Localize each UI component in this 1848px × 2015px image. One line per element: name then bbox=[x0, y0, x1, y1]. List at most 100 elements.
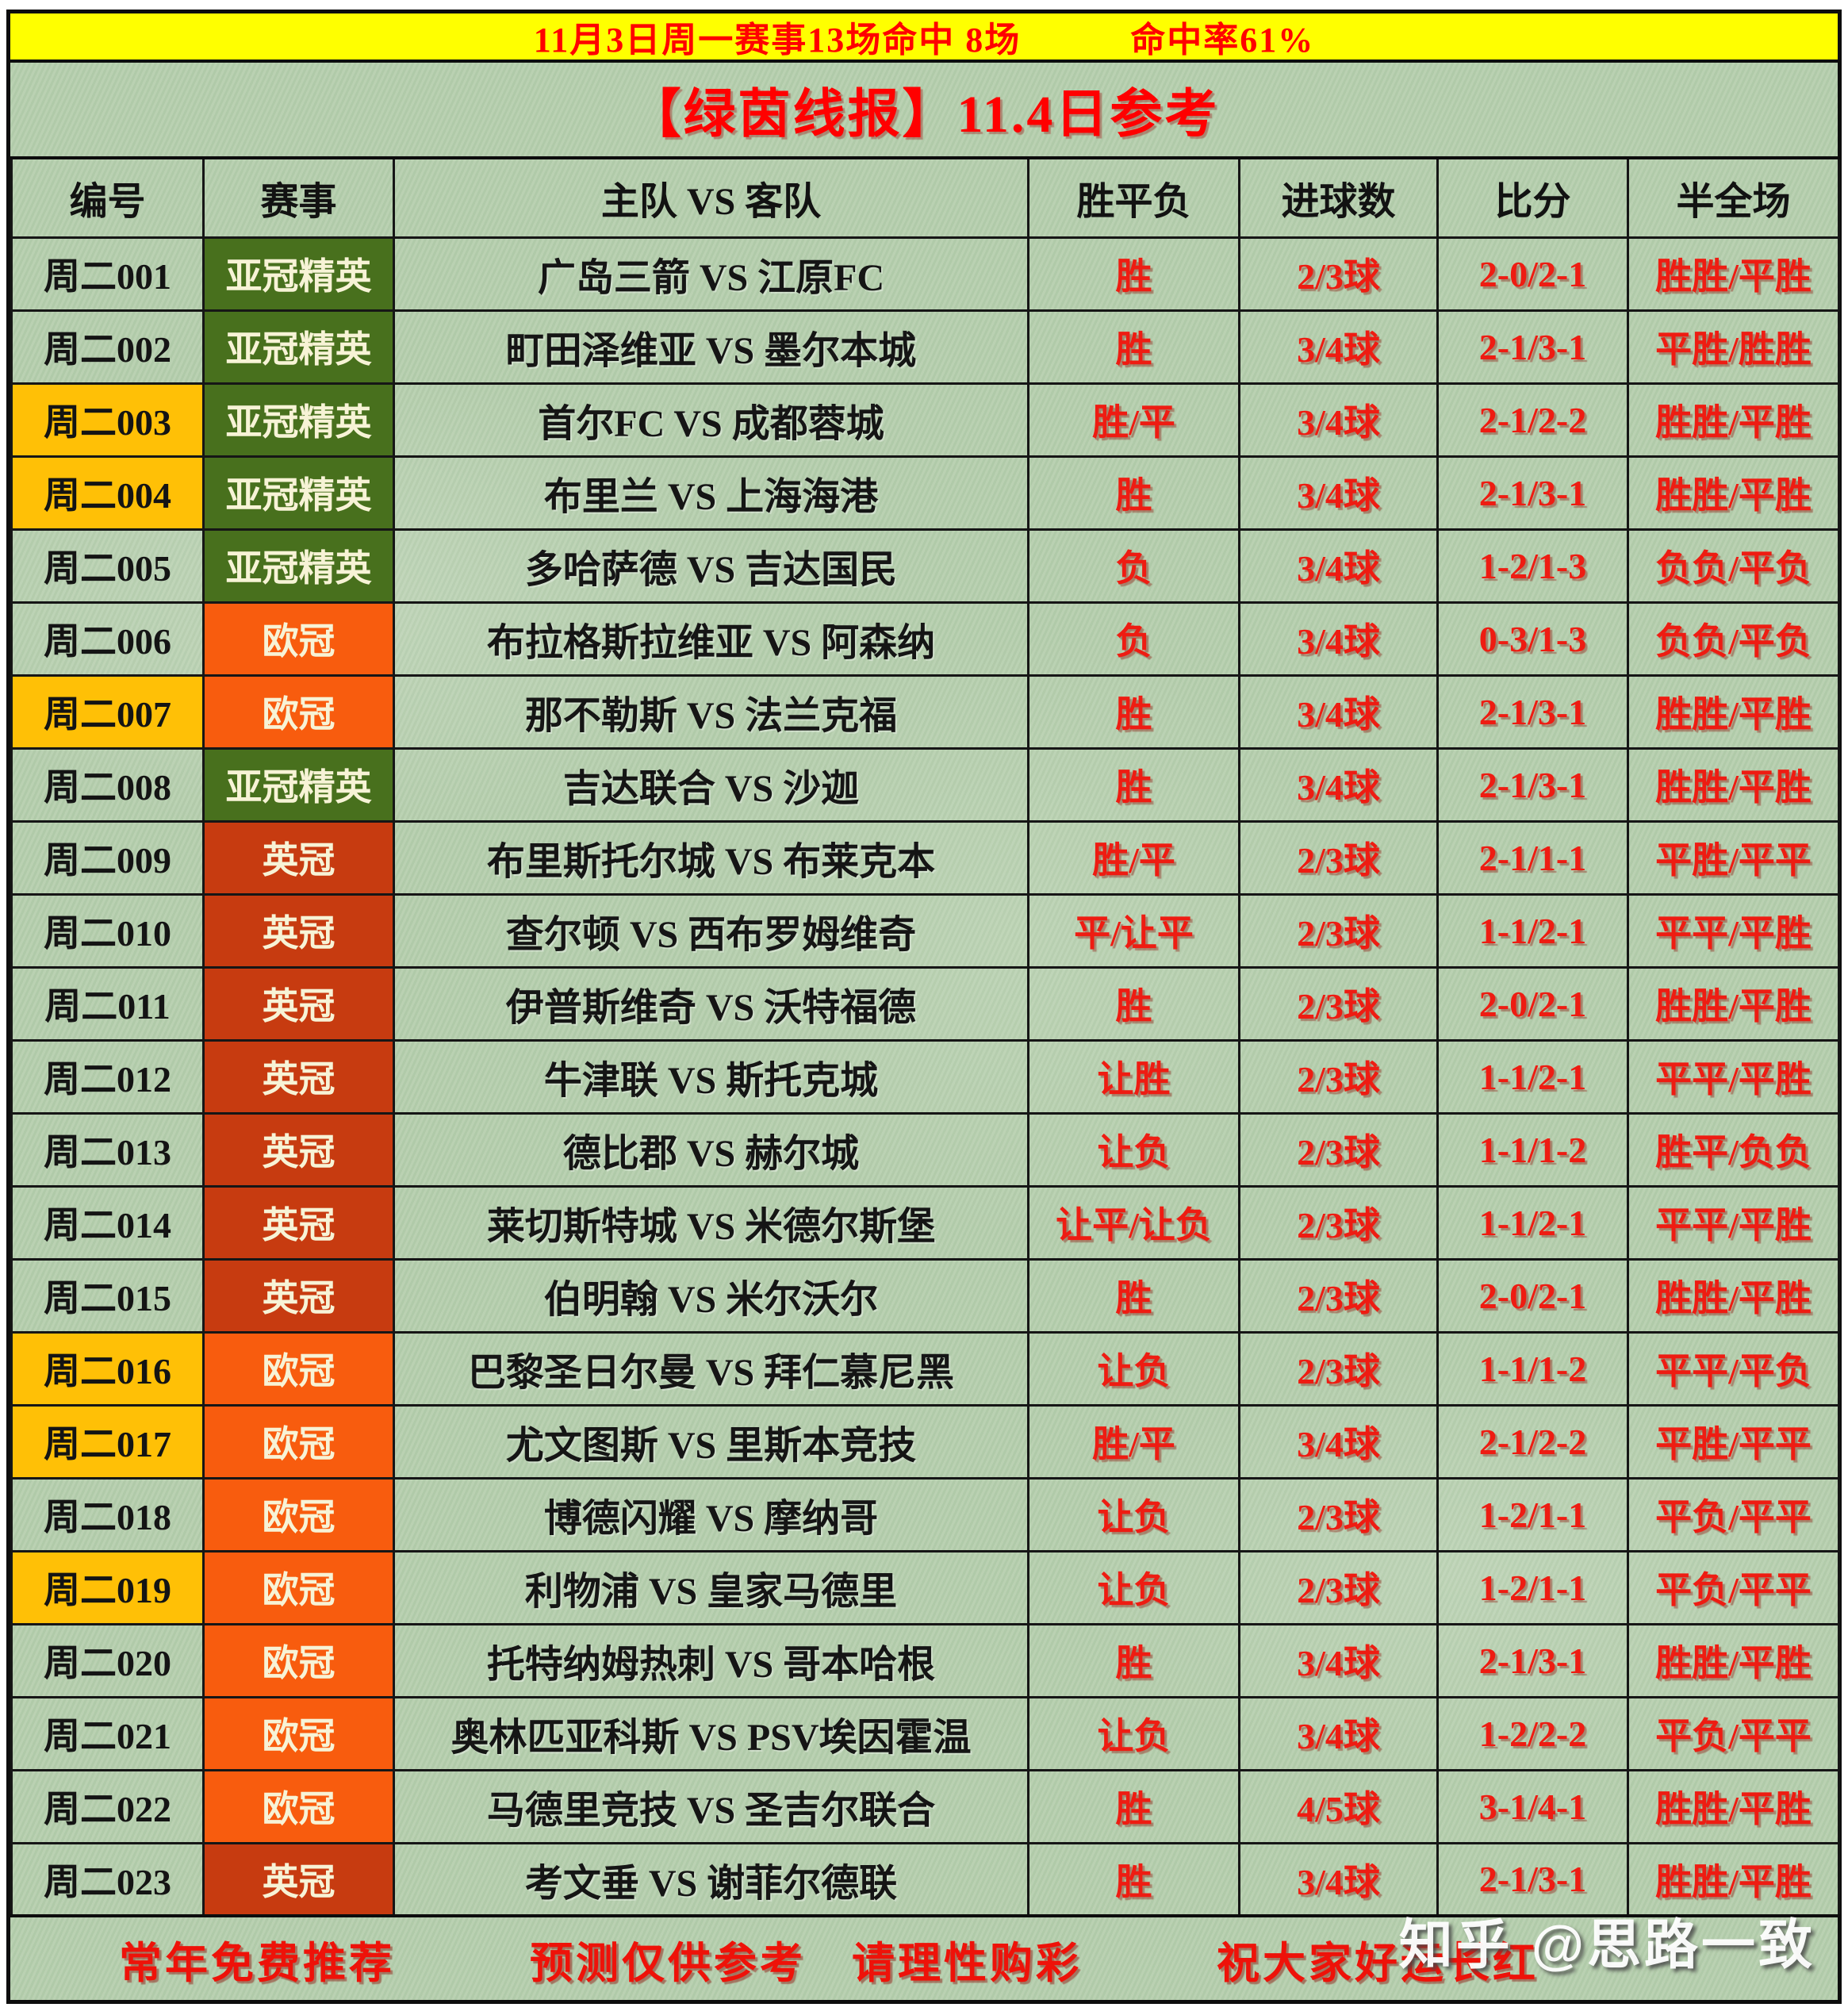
league-cell: 亚冠精英 bbox=[202, 236, 395, 312]
goals-prediction-cell: 2/3球 bbox=[1238, 965, 1439, 1042]
goals-prediction-cell: 2/3球 bbox=[1238, 1549, 1439, 1625]
match-id-cell: 周二020 bbox=[10, 1622, 205, 1698]
result-prediction-cell: 胜 bbox=[1027, 309, 1240, 385]
score-prediction-cell: 2-1/3-1 bbox=[1436, 309, 1629, 385]
score-prediction-cell: 1-1/2-1 bbox=[1436, 892, 1629, 969]
match-teams-cell: 博德闪耀 VS 摩纳哥 bbox=[393, 1476, 1029, 1553]
match-teams-cell: 奥林匹亚科斯 VS PSV埃因霍温 bbox=[393, 1695, 1029, 1771]
goals-prediction-cell: 2/3球 bbox=[1238, 1111, 1439, 1188]
league-cell: 欧冠 bbox=[202, 1768, 395, 1844]
match-teams-cell: 牛津联 VS 斯托克城 bbox=[393, 1038, 1029, 1115]
match-id-cell: 周二003 bbox=[10, 382, 205, 458]
result-prediction-cell: 让负 bbox=[1027, 1330, 1240, 1407]
match-teams-cell: 查尔顿 VS 西布罗姆维奇 bbox=[393, 892, 1029, 969]
half-full-prediction-cell: 胜胜/平胜 bbox=[1627, 965, 1840, 1042]
match-teams-cell: 伯明翰 VS 米尔沃尔 bbox=[393, 1257, 1029, 1334]
match-id-cell: 周二007 bbox=[10, 674, 205, 750]
match-row: 周二003 亚冠精英 首尔FC VS 成都蓉城 胜/平 3/4球 2-1/2-2 胜胜/平胜 bbox=[10, 382, 1840, 458]
half-full-prediction-cell: 胜胜/平胜 bbox=[1627, 1257, 1840, 1334]
result-prediction-cell: 让平/让负 bbox=[1027, 1184, 1240, 1261]
hit-rate-banner: 11月3日周一赛事13场命中 8场 命中率61% bbox=[10, 13, 1838, 63]
half-full-prediction-cell: 胜胜/平胜 bbox=[1627, 236, 1840, 312]
footer-note-middle: 预测仅供参考 请理性购彩 bbox=[530, 1939, 1082, 1987]
column-header: 主队 VS 客队 bbox=[393, 156, 1029, 239]
match-row: 周二022 欧冠 马德里竞技 VS 圣吉尔联合胜 4/5球 3-1/4-1 胜胜/平胜 bbox=[10, 1768, 1840, 1844]
half-full-prediction-cell: 平平/平胜 bbox=[1627, 1038, 1840, 1115]
score-prediction-cell: 2-0/2-1 bbox=[1436, 236, 1629, 312]
match-id-cell: 周二013 bbox=[10, 1111, 205, 1188]
league-cell: 亚冠精英 bbox=[202, 309, 395, 385]
league-cell: 亚冠精英 bbox=[202, 528, 395, 604]
score-prediction-cell: 2-1/2-2 bbox=[1436, 382, 1629, 458]
league-cell: 亚冠精英 bbox=[202, 382, 395, 458]
table-header-row: 编号 赛事 主队 VS 客队 胜平负 进球数 比分 半全场 bbox=[10, 156, 1840, 239]
result-prediction-cell: 胜 bbox=[1027, 1768, 1240, 1844]
result-prediction-cell: 胜 bbox=[1027, 747, 1240, 823]
league-cell: 英冠 bbox=[202, 1184, 395, 1261]
league-cell: 欧冠 bbox=[202, 1549, 395, 1625]
footer-note-left: 常年免费推荐 bbox=[119, 1939, 395, 1987]
match-id-cell: 周二009 bbox=[10, 819, 205, 896]
half-full-prediction-cell: 胜胜/平胜 bbox=[1627, 674, 1840, 750]
goals-prediction-cell: 4/5球 bbox=[1238, 1768, 1439, 1844]
half-full-prediction-cell: 负负/平负 bbox=[1627, 528, 1840, 604]
league-cell: 欧冠 bbox=[202, 601, 395, 677]
half-full-prediction-cell: 平平/平负 bbox=[1627, 1330, 1840, 1407]
goals-prediction-cell: 2/3球 bbox=[1238, 1476, 1439, 1553]
goals-prediction-cell: 3/4球 bbox=[1238, 309, 1439, 385]
match-row: 周二011 英冠 伊普斯维奇 VS 沃特福德胜 2/3球 2-0/2-1 胜胜/平胜 bbox=[10, 965, 1840, 1042]
match-id-cell: 周二001 bbox=[10, 236, 205, 312]
score-prediction-cell: 1-1/1-2 bbox=[1436, 1111, 1629, 1188]
match-id-cell: 周二011 bbox=[10, 965, 205, 1042]
half-full-prediction-cell: 胜胜/平胜 bbox=[1627, 747, 1840, 823]
result-prediction-cell: 胜/平 bbox=[1027, 1403, 1240, 1480]
half-full-prediction-cell: 平平/平胜 bbox=[1627, 892, 1840, 969]
half-full-prediction-cell: 胜平/负负 bbox=[1627, 1111, 1840, 1188]
half-full-prediction-cell: 平平/平胜 bbox=[1627, 1184, 1840, 1261]
match-teams-cell: 莱切斯特城 VS 米德尔斯堡 bbox=[393, 1184, 1029, 1261]
match-row: 周二018 欧冠 博德闪耀 VS 摩纳哥 让负 2/3球 1-2/1-1 平负/平平 bbox=[10, 1476, 1840, 1553]
score-prediction-cell: 1-1/2-1 bbox=[1436, 1184, 1629, 1261]
match-id-cell: 周二010 bbox=[10, 892, 205, 969]
match-row: 周二004 亚冠精英 布里兰 VS 上海海港胜 3/4球 2-1/3-1 胜胜/平胜 bbox=[10, 455, 1840, 531]
score-prediction-cell: 1-2/1-3 bbox=[1436, 528, 1629, 604]
goals-prediction-cell: 3/4球 bbox=[1238, 455, 1439, 531]
tips-sheet: 11月3日周一赛事13场命中 8场 命中率61% 【绿茵线报】11.4日参考 编… bbox=[6, 10, 1842, 2004]
match-teams-cell: 广岛三箭 VS 江原FC bbox=[393, 236, 1029, 312]
result-prediction-cell: 让负 bbox=[1027, 1476, 1240, 1553]
result-prediction-cell: 胜 bbox=[1027, 236, 1240, 312]
match-teams-cell: 伊普斯维奇 VS 沃特福德 bbox=[393, 965, 1029, 1042]
match-row: 周二001 亚冠精英 广岛三箭 VS 江原FC 胜 2/3球 2-0/2-1 胜胜/平胜 bbox=[10, 236, 1840, 312]
column-header: 胜平负 bbox=[1027, 156, 1240, 239]
score-prediction-cell: 2-1/1-1 bbox=[1436, 819, 1629, 896]
goals-prediction-cell: 2/3球 bbox=[1238, 892, 1439, 969]
score-prediction-cell: 1-1/1-2 bbox=[1436, 1330, 1629, 1407]
half-full-prediction-cell: 胜胜/平胜 bbox=[1627, 1768, 1840, 1844]
league-cell: 欧冠 bbox=[202, 1695, 395, 1771]
match-teams-cell: 布里斯托尔城 VS 布莱克本 bbox=[393, 819, 1029, 896]
match-teams-cell: 多哈萨德 VS 吉达国民 bbox=[393, 528, 1029, 604]
column-header: 赛事 bbox=[202, 156, 395, 239]
match-row: 周二019 欧冠 利物浦 VS 皇家马德里 让负 2/3球 1-2/1-1 平负/平平 bbox=[10, 1549, 1840, 1625]
match-teams-cell: 布里兰 VS 上海海港 bbox=[393, 455, 1029, 531]
result-prediction-cell: 负 bbox=[1027, 601, 1240, 677]
column-header: 比分 bbox=[1436, 156, 1629, 239]
match-teams-cell: 巴黎圣日尔曼 VS 拜仁慕尼黑 bbox=[393, 1330, 1029, 1407]
score-prediction-cell: 1-2/1-1 bbox=[1436, 1549, 1629, 1625]
half-full-prediction-cell: 平胜/胜胜 bbox=[1627, 309, 1840, 385]
match-teams-cell: 考文垂 VS 谢菲尔德联 bbox=[393, 1841, 1029, 1917]
match-id-cell: 周二002 bbox=[10, 309, 205, 385]
result-prediction-cell: 胜 bbox=[1027, 965, 1240, 1042]
match-id-cell: 周二017 bbox=[10, 1403, 205, 1480]
result-prediction-cell: 让负 bbox=[1027, 1111, 1240, 1188]
match-row: 周二015 英冠 伯明翰 VS 米尔沃尔胜 2/3球 2-0/2-1 胜胜/平胜 bbox=[10, 1257, 1840, 1334]
score-prediction-cell: 1-1/2-1 bbox=[1436, 1038, 1629, 1115]
goals-prediction-cell: 3/4球 bbox=[1238, 601, 1439, 677]
score-prediction-cell: 3-1/4-1 bbox=[1436, 1768, 1629, 1844]
match-teams-cell: 那不勒斯 VS 法兰克福 bbox=[393, 674, 1029, 750]
goals-prediction-cell: 3/4球 bbox=[1238, 674, 1439, 750]
match-id-cell: 周二012 bbox=[10, 1038, 205, 1115]
match-id-cell: 周二018 bbox=[10, 1476, 205, 1553]
result-prediction-cell: 胜 bbox=[1027, 1841, 1240, 1917]
result-prediction-cell: 胜/平 bbox=[1027, 819, 1240, 896]
